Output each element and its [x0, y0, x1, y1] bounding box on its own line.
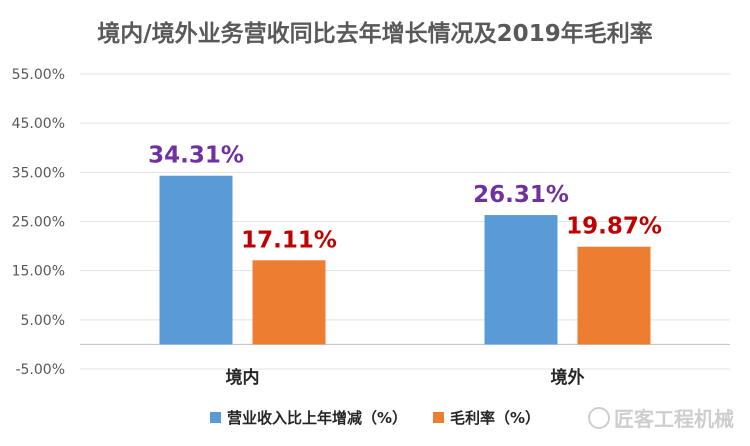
- bar-1-1: [577, 246, 651, 345]
- y-tick-label-0: 55.00%: [12, 67, 65, 83]
- y-tick-label-2: 35.00%: [12, 165, 65, 181]
- legend-label-revenue: 营业收入比上年增减（%）: [226, 409, 407, 427]
- data-label-1-0: 26.31%: [473, 182, 569, 208]
- y-tick-label-5: 5.00%: [21, 313, 65, 329]
- legend-label-margin: 毛利率（%）: [450, 409, 541, 427]
- bar-0-1: [252, 260, 326, 345]
- chart-title: 境内/境外业务营收同比去年增长情况及2019年毛利率: [97, 21, 653, 47]
- data-label-1-1: 19.87%: [566, 214, 662, 240]
- bar-1-0: [484, 215, 558, 345]
- y-tick-label-1: 45.00%: [12, 116, 65, 132]
- legend-item-revenue: 营业收入比上年增减（%）: [209, 407, 407, 428]
- watermark: 匠客工程机械: [588, 403, 734, 432]
- y-tick-label-6: -5.00%: [15, 362, 65, 378]
- data-label-0-1: 17.11%: [241, 227, 337, 253]
- y-tick-label-3: 25.00%: [12, 215, 65, 231]
- category-label-0: 境内: [226, 367, 260, 388]
- watermark-text: 匠客工程机械: [614, 407, 734, 431]
- legend-swatch-margin: [433, 412, 444, 423]
- legend-swatch-revenue: [209, 412, 221, 423]
- legend-item-margin: 毛利率（%）: [433, 407, 540, 428]
- y-tick-label-4: 15.00%: [12, 264, 65, 280]
- watermark-logo-icon: [588, 406, 610, 429]
- category-label-1: 境外: [551, 367, 585, 388]
- legend: 营业收入比上年增减（%） 毛利率（%）: [0, 407, 750, 428]
- data-label-0-0: 34.31%: [148, 143, 244, 169]
- bar-0-0: [159, 175, 233, 345]
